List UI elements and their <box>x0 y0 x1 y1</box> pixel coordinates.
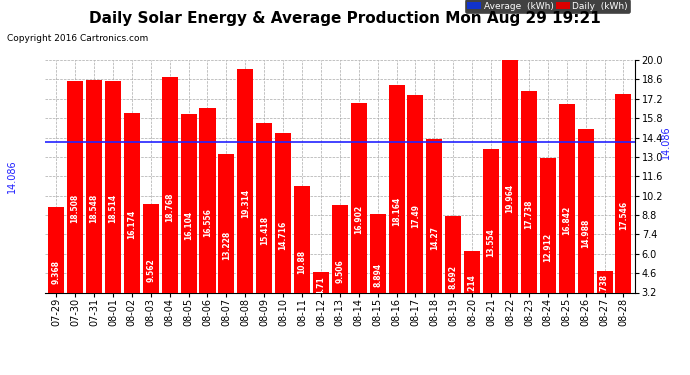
Text: 18.514: 18.514 <box>108 194 117 223</box>
Bar <box>597 271 613 337</box>
Text: 17.546: 17.546 <box>619 201 628 230</box>
Text: 14.988: 14.988 <box>581 218 590 248</box>
Text: 14.086: 14.086 <box>661 125 671 159</box>
Bar <box>351 103 367 337</box>
Text: 14.27: 14.27 <box>430 226 439 250</box>
Bar <box>237 69 253 337</box>
Text: 8.692: 8.692 <box>448 265 457 289</box>
Text: 13.228: 13.228 <box>222 231 231 260</box>
Text: 4.71: 4.71 <box>317 276 326 295</box>
Bar <box>407 95 424 337</box>
Text: 12.912: 12.912 <box>543 233 552 262</box>
Bar <box>313 272 329 337</box>
Bar <box>199 108 215 337</box>
Text: 16.902: 16.902 <box>354 205 363 234</box>
Bar <box>48 207 64 337</box>
Legend: Average  (kWh), Daily  (kWh): Average (kWh), Daily (kWh) <box>465 0 630 13</box>
Text: 19.314: 19.314 <box>241 189 250 218</box>
Bar <box>86 80 102 337</box>
Bar <box>181 114 197 337</box>
Text: 18.548: 18.548 <box>90 194 99 223</box>
Text: 6.214: 6.214 <box>468 274 477 297</box>
Text: 17.49: 17.49 <box>411 204 420 228</box>
Bar <box>483 149 499 337</box>
Text: 19.964: 19.964 <box>506 184 515 213</box>
Bar <box>294 186 310 337</box>
Bar <box>105 81 121 337</box>
Text: Daily Solar Energy & Average Production Mon Aug 29 19:21: Daily Solar Energy & Average Production … <box>89 11 601 26</box>
Bar <box>275 133 291 337</box>
Bar <box>502 60 518 337</box>
Text: 17.738: 17.738 <box>524 199 533 229</box>
Bar <box>615 94 631 337</box>
Bar <box>124 113 140 337</box>
Bar <box>332 205 348 337</box>
Bar <box>426 139 442 337</box>
Text: 4.738: 4.738 <box>600 273 609 298</box>
Bar <box>388 86 404 337</box>
Text: 16.842: 16.842 <box>562 206 571 235</box>
Text: 10.88: 10.88 <box>297 249 306 274</box>
Bar <box>445 216 462 337</box>
Text: 9.562: 9.562 <box>146 259 155 282</box>
Bar <box>559 104 575 337</box>
Bar <box>256 123 273 337</box>
Bar <box>218 154 235 337</box>
Text: Copyright 2016 Cartronics.com: Copyright 2016 Cartronics.com <box>7 34 148 43</box>
Bar <box>143 204 159 337</box>
Text: 18.508: 18.508 <box>70 194 79 224</box>
Text: 9.506: 9.506 <box>335 259 344 283</box>
Text: 14.716: 14.716 <box>279 220 288 250</box>
Text: 9.368: 9.368 <box>52 260 61 284</box>
Text: 8.894: 8.894 <box>373 263 382 287</box>
Bar <box>521 91 537 337</box>
Text: 13.554: 13.554 <box>486 228 495 257</box>
Text: 16.174: 16.174 <box>128 210 137 240</box>
Text: 15.418: 15.418 <box>259 216 268 244</box>
Bar <box>370 214 386 337</box>
Bar <box>540 158 556 337</box>
Bar <box>464 251 480 337</box>
Text: 16.104: 16.104 <box>184 211 193 240</box>
Text: 18.164: 18.164 <box>392 196 401 226</box>
Bar <box>578 129 593 337</box>
Bar <box>67 81 83 337</box>
Bar <box>161 77 178 337</box>
Text: 16.556: 16.556 <box>203 208 212 237</box>
Text: 18.768: 18.768 <box>165 192 174 222</box>
Text: 14.086: 14.086 <box>8 159 17 193</box>
